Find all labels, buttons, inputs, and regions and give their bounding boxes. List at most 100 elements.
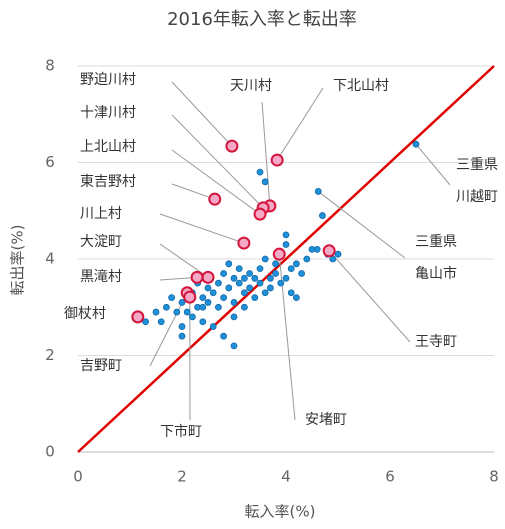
chart-title: 2016年転入率と転出率 bbox=[167, 9, 357, 30]
connector bbox=[328, 250, 411, 343]
point-label: 御杖村 bbox=[64, 306, 106, 322]
point bbox=[270, 153, 284, 167]
point bbox=[178, 332, 186, 340]
connector bbox=[415, 143, 451, 186]
point bbox=[253, 207, 267, 221]
connector bbox=[171, 149, 261, 215]
point bbox=[220, 270, 228, 277]
point bbox=[287, 289, 295, 297]
point-label: 黒滝村 bbox=[80, 269, 122, 285]
x-tick-label: 8 bbox=[489, 468, 499, 486]
point bbox=[266, 284, 274, 292]
point bbox=[188, 313, 196, 321]
point bbox=[246, 284, 254, 292]
point bbox=[225, 139, 239, 153]
y-tick-label: 0 bbox=[45, 443, 55, 461]
point bbox=[282, 274, 290, 282]
point-label: 天川村 bbox=[230, 78, 272, 94]
point bbox=[199, 303, 207, 311]
point-label: 王寺町 bbox=[415, 334, 457, 350]
point bbox=[173, 308, 181, 316]
point bbox=[282, 231, 290, 239]
point bbox=[230, 274, 238, 282]
point-label: 下北山村 bbox=[333, 78, 389, 94]
point bbox=[240, 289, 248, 297]
point bbox=[199, 294, 207, 302]
point bbox=[256, 265, 264, 273]
point bbox=[314, 188, 322, 195]
point bbox=[204, 299, 212, 306]
point bbox=[201, 270, 215, 284]
point bbox=[261, 178, 269, 186]
connector bbox=[317, 191, 406, 259]
x-tick-label: 0 bbox=[73, 468, 83, 486]
y-axis-label: 転出率(%) bbox=[9, 225, 27, 296]
point bbox=[209, 289, 217, 297]
point bbox=[272, 260, 280, 268]
point bbox=[235, 265, 243, 273]
point-label: 安堵町 bbox=[305, 412, 347, 428]
point bbox=[230, 342, 238, 350]
point bbox=[204, 284, 212, 292]
x-tick-label: 2 bbox=[177, 468, 187, 486]
y-tick-label: 2 bbox=[45, 346, 55, 364]
point bbox=[251, 294, 259, 302]
point bbox=[225, 284, 233, 292]
point bbox=[303, 255, 311, 263]
point bbox=[256, 168, 264, 176]
point bbox=[292, 260, 300, 268]
point bbox=[220, 294, 228, 302]
point-label: 十津川村 bbox=[80, 105, 136, 121]
point bbox=[142, 318, 150, 326]
point bbox=[334, 250, 342, 258]
point bbox=[225, 260, 233, 268]
point bbox=[246, 270, 254, 277]
y-tick-label: 4 bbox=[45, 250, 55, 268]
diagonal-line bbox=[77, 65, 495, 453]
point-label: 亀山市 bbox=[415, 265, 457, 282]
point bbox=[256, 279, 264, 287]
point bbox=[235, 279, 243, 287]
point-label: 東吉野村 bbox=[80, 174, 136, 190]
point-label: 三重県 bbox=[415, 234, 457, 250]
point bbox=[157, 318, 165, 326]
point bbox=[214, 279, 222, 287]
point bbox=[292, 294, 300, 302]
point bbox=[277, 279, 285, 287]
connector bbox=[171, 183, 215, 200]
y-tick-label: 8 bbox=[45, 57, 55, 75]
point bbox=[237, 236, 251, 250]
point bbox=[240, 274, 248, 282]
connector bbox=[276, 87, 324, 161]
point bbox=[318, 212, 326, 219]
point-label: 吉野町 bbox=[80, 358, 122, 374]
point bbox=[287, 265, 295, 273]
point-label: 下市町 bbox=[160, 423, 202, 440]
point bbox=[322, 244, 336, 258]
connector bbox=[171, 81, 233, 147]
point bbox=[168, 294, 176, 302]
point bbox=[266, 274, 274, 282]
point bbox=[209, 323, 217, 330]
y-tick-label: 6 bbox=[45, 153, 55, 171]
point bbox=[313, 245, 321, 253]
connector bbox=[159, 213, 245, 244]
point bbox=[230, 313, 238, 321]
point bbox=[190, 270, 204, 284]
point bbox=[183, 308, 191, 316]
connector bbox=[261, 101, 271, 206]
point bbox=[199, 318, 207, 326]
point bbox=[183, 290, 197, 304]
point bbox=[162, 303, 170, 311]
point bbox=[131, 310, 145, 324]
point bbox=[152, 308, 160, 316]
point bbox=[178, 299, 186, 306]
point-label: 大淀町 bbox=[80, 234, 122, 250]
point-label: 三重県 bbox=[456, 157, 498, 173]
point bbox=[214, 303, 222, 311]
point bbox=[282, 241, 290, 248]
point bbox=[261, 289, 269, 297]
x-tick-label: 6 bbox=[385, 468, 395, 486]
point bbox=[178, 323, 186, 330]
